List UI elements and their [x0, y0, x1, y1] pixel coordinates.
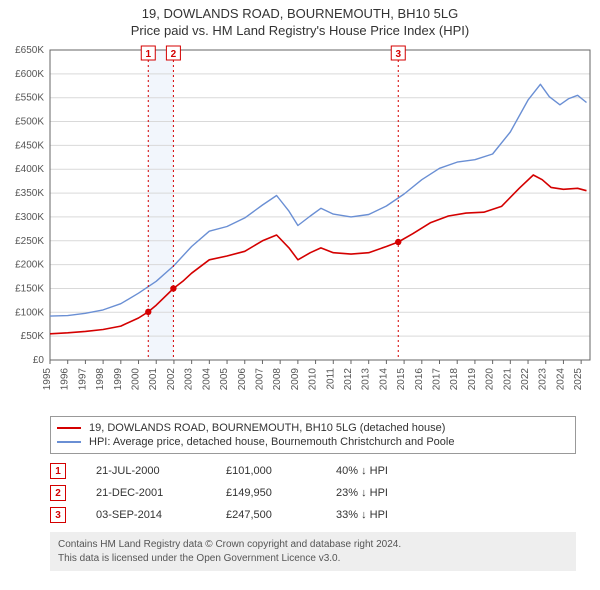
svg-text:£150K: £150K: [15, 283, 44, 294]
svg-text:1996: 1996: [60, 368, 71, 391]
sale-diff: 23% ↓ HPI: [336, 487, 436, 499]
title-block: 19, DOWLANDS ROAD, BOURNEMOUTH, BH10 5LG…: [0, 0, 600, 40]
svg-text:£450K: £450K: [15, 140, 44, 151]
svg-text:2: 2: [171, 49, 177, 60]
svg-text:£400K: £400K: [15, 164, 44, 175]
svg-text:2019: 2019: [467, 368, 478, 391]
svg-text:£200K: £200K: [15, 260, 44, 271]
svg-text:2023: 2023: [538, 368, 549, 391]
sales-table: 1 21-JUL-2000 £101,000 40% ↓ HPI 2 21-DEC-200…: [50, 460, 576, 526]
svg-text:£250K: £250K: [15, 236, 44, 247]
svg-text:£350K: £350K: [15, 188, 44, 199]
sale-date: 03-SEP-2014: [96, 509, 196, 521]
svg-text:2012: 2012: [343, 368, 354, 391]
chart-svg: £0 £50K £100K £150K £200K £250K £300K £350K £400…: [0, 40, 600, 410]
legend-label: 19, DOWLANDS ROAD, BOURNEMOUTH, BH10 5LG…: [89, 422, 445, 434]
sale-date: 21-JUL-2000: [96, 465, 196, 477]
svg-text:2002: 2002: [166, 368, 177, 391]
svg-text:£500K: £500K: [15, 117, 44, 128]
sale-price: £149,950: [226, 487, 306, 499]
svg-text:2010: 2010: [308, 368, 319, 391]
sale-marker: 3: [50, 507, 66, 523]
svg-text:2011: 2011: [325, 368, 336, 390]
svg-text:2001: 2001: [148, 368, 159, 391]
sale-row: 1 21-JUL-2000 £101,000 40% ↓ HPI: [50, 460, 576, 482]
svg-text:2009: 2009: [290, 368, 301, 391]
svg-text:2022: 2022: [520, 368, 531, 391]
svg-text:1995: 1995: [42, 368, 53, 391]
sale-date: 21-DEC-2001: [96, 487, 196, 499]
chart-plot: £0 £50K £100K £150K £200K £250K £300K £350K £400…: [0, 40, 600, 410]
svg-text:£100K: £100K: [15, 307, 44, 318]
svg-text:2014: 2014: [378, 368, 389, 391]
svg-text:2021: 2021: [502, 368, 513, 391]
attribution-line-1: Contains HM Land Registry data © Crown c…: [58, 538, 568, 552]
attribution-box: Contains HM Land Registry data © Crown c…: [50, 532, 576, 571]
svg-text:£50K: £50K: [21, 331, 45, 342]
svg-text:3: 3: [395, 49, 401, 60]
svg-text:2015: 2015: [396, 368, 407, 391]
svg-text:2005: 2005: [219, 368, 230, 391]
legend-item: HPI: Average price, detached house, Bour…: [57, 435, 569, 449]
sale-marker: 2: [50, 485, 66, 501]
svg-text:£550K: £550K: [15, 93, 44, 104]
svg-text:2003: 2003: [184, 368, 195, 391]
sale-row: 3 03-SEP-2014 £247,500 33% ↓ HPI: [50, 504, 576, 526]
legend-swatch: [57, 427, 81, 429]
svg-text:£0: £0: [33, 355, 45, 366]
svg-text:1998: 1998: [95, 368, 106, 391]
attribution-line-2: This data is licensed under the Open Gov…: [58, 552, 568, 566]
svg-text:1999: 1999: [113, 368, 124, 391]
svg-text:£600K: £600K: [15, 69, 44, 80]
sale-diff: 33% ↓ HPI: [336, 509, 436, 521]
sale-price: £101,000: [226, 465, 306, 477]
svg-text:2020: 2020: [485, 368, 496, 391]
svg-text:2000: 2000: [131, 368, 142, 391]
legend-item: 19, DOWLANDS ROAD, BOURNEMOUTH, BH10 5LG…: [57, 421, 569, 435]
chart-container: 19, DOWLANDS ROAD, BOURNEMOUTH, BH10 5LG…: [0, 0, 600, 571]
legend-swatch: [57, 441, 81, 443]
sale-diff: 40% ↓ HPI: [336, 465, 436, 477]
svg-text:1997: 1997: [77, 368, 88, 391]
svg-text:2017: 2017: [432, 368, 443, 391]
svg-text:2008: 2008: [272, 368, 283, 391]
svg-text:2016: 2016: [414, 368, 425, 391]
chart-subtitle: Price paid vs. HM Land Registry's House …: [10, 23, 590, 38]
svg-text:2006: 2006: [237, 368, 248, 391]
svg-text:2007: 2007: [254, 368, 265, 391]
legend-label: HPI: Average price, detached house, Bour…: [89, 436, 454, 448]
svg-text:2024: 2024: [555, 368, 566, 391]
sale-row: 2 21-DEC-2001 £149,950 23% ↓ HPI: [50, 482, 576, 504]
chart-title: 19, DOWLANDS ROAD, BOURNEMOUTH, BH10 5LG: [10, 6, 590, 21]
svg-text:£650K: £650K: [15, 45, 44, 56]
svg-text:1: 1: [145, 49, 151, 60]
svg-text:2004: 2004: [201, 368, 212, 391]
svg-text:2018: 2018: [449, 368, 460, 391]
sale-price: £247,500: [226, 509, 306, 521]
svg-text:£300K: £300K: [15, 212, 44, 223]
sale-marker: 1: [50, 463, 66, 479]
legend: 19, DOWLANDS ROAD, BOURNEMOUTH, BH10 5LG…: [50, 416, 576, 454]
svg-text:2013: 2013: [361, 368, 372, 391]
svg-text:2025: 2025: [573, 368, 584, 391]
